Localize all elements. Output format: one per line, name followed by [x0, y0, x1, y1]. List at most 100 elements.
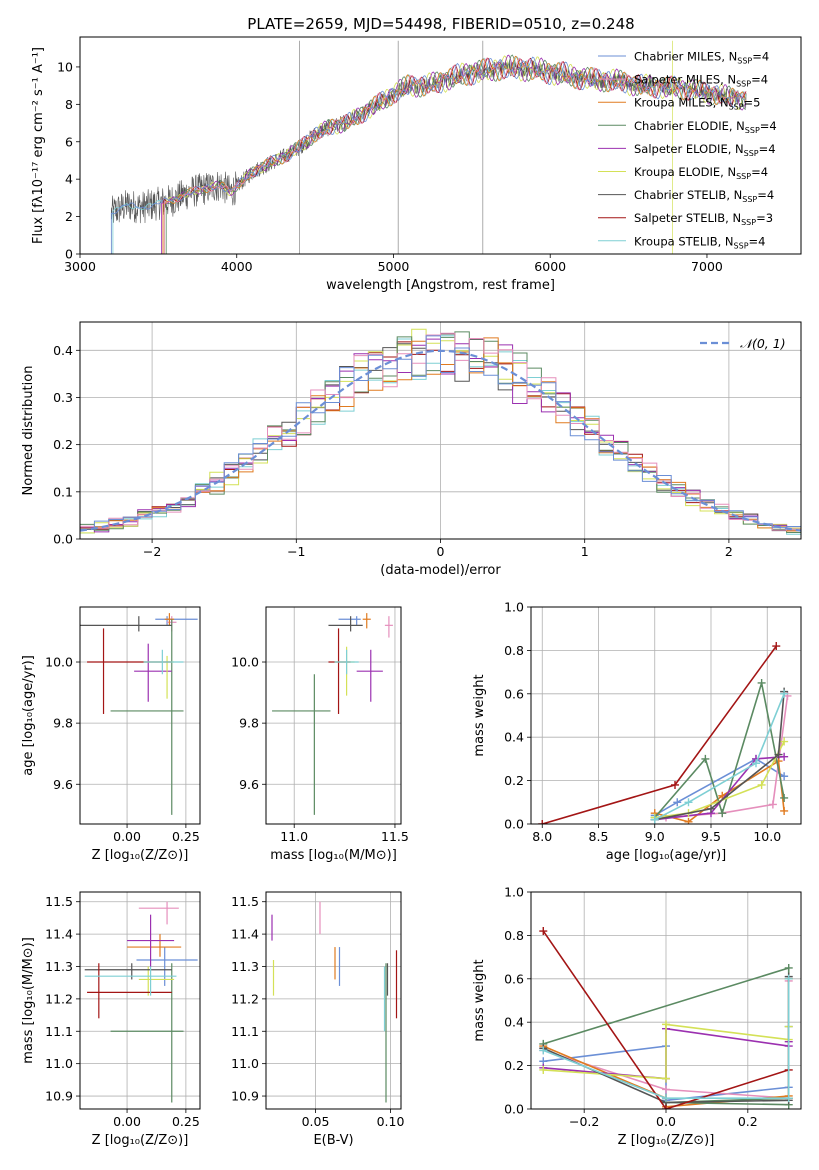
errorbar-point-3	[110, 963, 184, 1103]
y-axis-label: Flux [fλ10⁻¹⁷ erg cm⁻² s⁻¹ A⁻¹]	[31, 47, 46, 244]
y-tick-label: 2	[65, 209, 73, 224]
errorbar-point-5	[334, 646, 355, 696]
y-axis-label: Normed distribution	[21, 366, 36, 496]
y-tick-label: 0.1	[53, 484, 73, 499]
weight-marker	[539, 927, 548, 936]
weight-line	[654, 693, 785, 821]
weight-line	[654, 741, 785, 819]
legend-subscript: SSP	[741, 218, 756, 227]
y-tick-label: 0.3	[53, 390, 73, 405]
legend-entry: Salpeter ELODIE, NSSP=4	[634, 142, 776, 158]
errorbar-point-4	[356, 649, 383, 702]
weight-marker	[772, 642, 781, 651]
legend-n-prefix: , N	[721, 50, 737, 64]
y-axis-label: age [log₁₀(age/yr)]	[21, 655, 36, 776]
y-axis-label: mass weight	[472, 674, 487, 756]
x-axis-label: wavelength [Angstrom, rest frame]	[326, 278, 555, 293]
x-tick-label: 0	[437, 544, 445, 559]
weight-marker	[539, 1046, 548, 1055]
x-tick-label: 0.25	[172, 1114, 200, 1129]
plot-frame	[79, 606, 201, 825]
y-tick-label: 0.4	[53, 343, 73, 358]
y-tick-label: 1.0	[504, 885, 524, 900]
legend-series-name: Salpeter ELODIE	[634, 142, 728, 156]
x-tick-label: 11.0	[280, 829, 308, 844]
legend-entry: Kroupa ELODIE, NSSP=4	[634, 165, 768, 181]
x-tick-label: 6000	[534, 259, 566, 274]
legend-subscript: SSP	[729, 103, 744, 112]
weight-marker	[707, 804, 715, 813]
errorbar-point-2	[127, 934, 182, 957]
y-tick-label: 11.5	[231, 894, 259, 909]
errorbar-point-7	[87, 963, 172, 1019]
legend-nssp: =4	[751, 73, 768, 87]
legend-nssp: =4	[752, 50, 769, 64]
x-tick-label: 8.5	[589, 829, 609, 844]
legend-n-prefix: , N	[713, 96, 729, 110]
weight-marker	[784, 974, 793, 983]
y-tick-label: 11.0	[45, 1056, 73, 1071]
errorbar-point-0	[338, 616, 361, 626]
plot-area	[110, 40, 747, 254]
x-tick-label: 4000	[221, 259, 253, 274]
legend-n-prefix: , N	[720, 73, 736, 87]
weight-marker	[780, 752, 789, 761]
legend-entry: Chabrier MILES, NSSP=4	[634, 50, 769, 66]
weight-marker	[701, 754, 710, 763]
y-tick-label: 0.2	[504, 1058, 524, 1073]
weight-series-5	[539, 1020, 793, 1083]
y-tick-label: 9.6	[239, 777, 259, 792]
x-axis-label: Z [log₁₀(Z/Z⊙)]	[618, 1133, 715, 1148]
weight-marker	[780, 793, 789, 802]
legend-nssp: =5	[744, 96, 761, 110]
y-tick-label: 11.4	[45, 927, 73, 942]
errorbar-point-1	[384, 616, 393, 638]
y-axis-label: mass [log₁₀(M/M⊙)]	[21, 937, 36, 1064]
y-tick-label: 10.0	[231, 655, 259, 670]
x-tick-label: 0.2	[738, 1114, 758, 1129]
y-tick-label: 0.0	[53, 532, 73, 547]
weight-line	[654, 757, 785, 816]
legend-subscript: SSP	[736, 80, 751, 89]
plot-frame	[265, 606, 402, 825]
weight-line	[542, 645, 777, 824]
x-axis-label: Z [log₁₀(Z/Z⊙)]	[92, 1133, 189, 1148]
legend-subscript: SSP	[734, 241, 749, 250]
y-tick-label: 0.2	[53, 437, 73, 452]
legend-n-prefix: , N	[728, 142, 744, 156]
panel-age_vs_mass: 11.0 11.5 9.6 9.8 10.0 mass [log₁₀(M/M⊙)]	[231, 606, 409, 863]
x-tick-label: 5000	[378, 259, 410, 274]
y-tick-label: 0.4	[504, 1015, 524, 1030]
x-tick-label: −1	[287, 544, 305, 559]
weight-marker	[780, 737, 789, 746]
x-axis-label: mass [log₁₀(M/M⊙)]	[270, 848, 397, 863]
panel-mass_vs_EBV: 0.05 0.10 10.9 11.0 11.1 11.2 11.3 11.4 11.5 E(B-…	[231, 891, 404, 1148]
weight-series-8	[650, 689, 789, 824]
weight-marker	[780, 806, 789, 815]
weight-marker	[662, 1074, 670, 1083]
weight-marker	[662, 1020, 670, 1029]
legend-subscript: SSP	[744, 149, 759, 158]
y-tick-label: 9.8	[239, 716, 259, 731]
legend-n-prefix: , N	[725, 211, 741, 225]
errorbar-point-2	[164, 613, 175, 626]
x-axis-label: age [log₁₀(age/yr)]	[606, 848, 727, 863]
figure-title: PLATE=2659, MJD=54498, FIBERID=0510, z=0…	[247, 15, 634, 33]
errorbar-point-1	[138, 901, 179, 925]
legend-series-name: Chabrier MILES	[634, 50, 721, 64]
plot-area	[272, 613, 393, 815]
weight-series-8	[539, 974, 793, 1103]
x-tick-label: −2	[143, 544, 161, 559]
y-tick-label: 10.0	[45, 655, 73, 670]
plot-frame	[79, 321, 802, 540]
x-tick-label: 0.25	[172, 829, 200, 844]
y-tick-label: 0.4	[504, 730, 524, 745]
weight-series-1	[662, 691, 792, 822]
x-axis-label: E(B-V)	[313, 1133, 353, 1148]
legend-subscript: SSP	[737, 57, 752, 66]
legend-series-name: Kroupa STELIB	[634, 234, 718, 248]
y-tick-label: 8	[65, 97, 73, 112]
series-line-6	[111, 59, 747, 254]
legend-series-name: Kroupa ELODIE	[634, 165, 720, 179]
